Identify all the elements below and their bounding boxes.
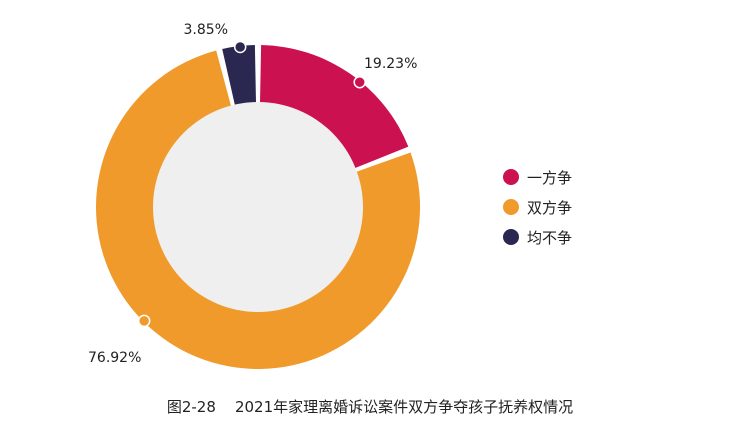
slice-dot-one-side [353, 75, 366, 89]
legend-item-one-side[interactable]: 一方争 [503, 168, 573, 187]
figure-number: 图2-28 [166, 398, 216, 416]
donut-slice-one-side[interactable] [259, 45, 409, 170]
slice-dot-both-sides [137, 314, 151, 328]
legend-label-neither: 均不争 [527, 228, 573, 247]
legend-label-both-sides: 双方争 [527, 198, 573, 217]
legend-label-one-side: 一方争 [527, 168, 573, 187]
legend-item-both-sides[interactable]: 双方争 [503, 198, 573, 217]
slice-value-label-neither: 3.85% [184, 22, 228, 38]
legend-swatch-one-side [503, 169, 519, 185]
donut-slice-both-sides[interactable] [96, 50, 420, 369]
figure-caption-text: 2021年家理离婚诉讼案件双方争夺孩子抚养权情况 [234, 398, 574, 416]
legend: 一方争 双方争 均不争 [503, 168, 573, 247]
donut-center-disc [153, 102, 363, 312]
donut-slice-neither[interactable] [222, 45, 257, 110]
legend-swatch-both-sides [503, 199, 519, 215]
slice-value-label-one-side: 19.23% [364, 56, 417, 72]
slice-dot-neither [233, 40, 247, 54]
slice-value-label-both-sides: 76.92% [88, 350, 141, 366]
legend-swatch-neither [503, 229, 519, 245]
legend-item-neither[interactable]: 均不争 [503, 228, 573, 247]
figure-caption: 图2-28 2021年家理离婚诉讼案件双方争夺孩子抚养权情况 [0, 396, 740, 417]
